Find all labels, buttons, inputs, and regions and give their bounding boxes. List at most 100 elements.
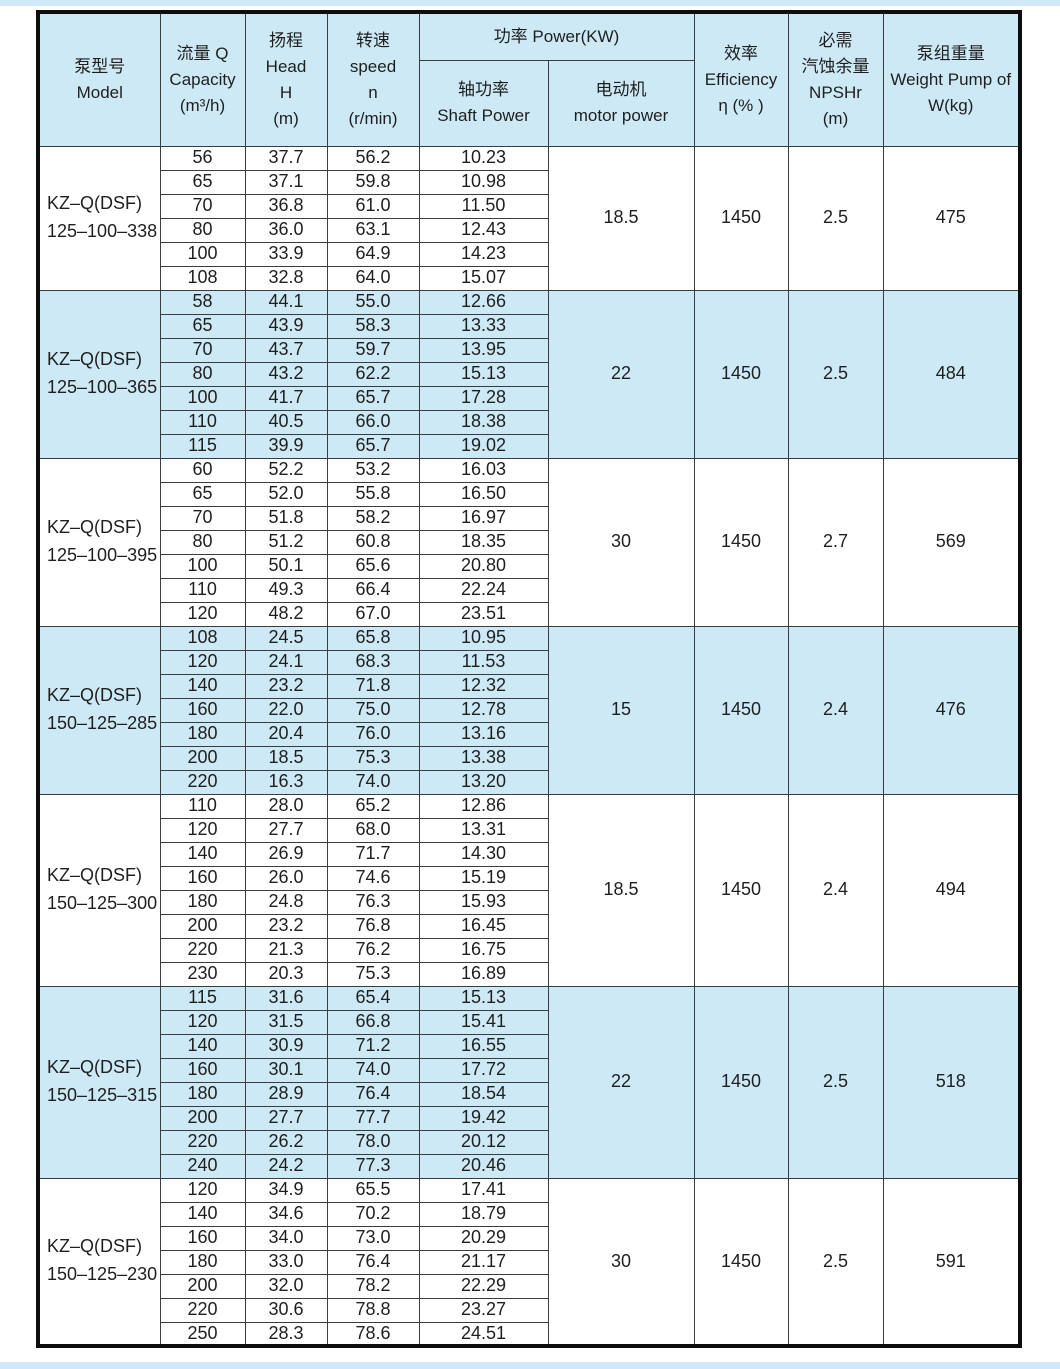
speed-cell: 76.2 xyxy=(326,937,420,963)
efficiency-cell: 1450 xyxy=(693,457,789,627)
model-cell: KZ–Q(DSF) 150–125–230 xyxy=(37,1177,161,1347)
table-row: 250 28.3 78.6 24.51 xyxy=(38,1321,1020,1347)
weight-cell: 484 xyxy=(882,289,1021,459)
head-cell: 23.2 xyxy=(244,913,328,939)
speed-cell: 74.0 xyxy=(326,769,420,795)
capacity-cell: 220 xyxy=(159,937,246,963)
head-cell: 41.7 xyxy=(244,385,328,411)
weight-cell: 494 xyxy=(882,793,1021,987)
capacity-cell: 80 xyxy=(159,529,246,555)
head-cell: 23.2 xyxy=(244,673,328,699)
shaft-power-cell: 22.24 xyxy=(418,577,549,603)
table-row: KZ–Q(DSF) 150–125–285 108 24.5 65.8 10.95 15 1… xyxy=(37,625,1021,795)
efficiency-cell: 1450 xyxy=(693,793,789,987)
shaft-power-cell: 21.17 xyxy=(418,1249,549,1275)
capacity-cell: 220 xyxy=(159,1129,246,1155)
motor-power-cell: 18.5 xyxy=(547,145,695,291)
speed-cell: 64.9 xyxy=(326,241,420,267)
npshr-cell: 2.5 xyxy=(787,289,884,459)
table-header: 泵型号 Model 流量 Q Capacity (m³/h) 扬程 Head H… xyxy=(37,11,1021,147)
capacity-cell: 115 xyxy=(159,985,246,1011)
shaft-power-cell: 19.02 xyxy=(418,433,549,459)
shaft-power-cell: 18.38 xyxy=(418,409,549,435)
col-header-efficiency: 效率 Efficiency η (% ) xyxy=(693,11,789,147)
capacity-cell: 80 xyxy=(159,217,246,243)
speed-cell: 77.7 xyxy=(326,1105,420,1131)
model-cell: KZ–Q(DSF) 150–125–315 xyxy=(37,985,161,1179)
shaft-power-cell: 13.38 xyxy=(418,745,549,771)
head-cell: 24.5 xyxy=(244,625,328,651)
head-cell: 26.2 xyxy=(244,1129,328,1155)
table-row: 160 22.0 75.0 12.78 xyxy=(38,697,1020,723)
page-top-edge-strip xyxy=(0,0,1060,6)
motor-power-cell: 30 xyxy=(547,457,695,627)
capacity-cell: 160 xyxy=(159,865,246,891)
table-row: 100 41.7 65.7 17.28 xyxy=(38,385,1020,411)
table-row: KZ–Q(DSF) 150–125–230 120 34.9 65.5 17.41 30 1… xyxy=(37,1177,1021,1347)
table-row: 180 33.0 76.4 21.17 xyxy=(38,1249,1020,1275)
efficiency-cell: 1450 xyxy=(693,625,789,795)
col-header-weight: 泵组重量 Weight Pump of W(kg) xyxy=(882,11,1021,147)
shaft-power-cell: 12.66 xyxy=(418,289,549,315)
speed-cell: 63.1 xyxy=(326,217,420,243)
shaft-power-cell: 16.75 xyxy=(418,937,549,963)
speed-cell: 66.4 xyxy=(326,577,420,603)
capacity-cell: 120 xyxy=(159,649,246,675)
shaft-power-cell: 14.23 xyxy=(418,241,549,267)
shaft-power-cell: 20.12 xyxy=(418,1129,549,1155)
col-header-shaft-power: 轴功率 Shaft Power xyxy=(418,59,549,147)
head-cell: 43.9 xyxy=(244,313,328,339)
shaft-power-cell: 12.78 xyxy=(418,697,549,723)
head-cell: 28.3 xyxy=(244,1321,328,1347)
head-cell: 33.0 xyxy=(244,1249,328,1275)
capacity-cell: 80 xyxy=(159,361,246,387)
speed-cell: 71.2 xyxy=(326,1033,420,1059)
capacity-cell: 160 xyxy=(159,1225,246,1251)
head-cell: 30.1 xyxy=(244,1057,328,1083)
speed-cell: 58.3 xyxy=(326,313,420,339)
head-cell: 26.0 xyxy=(244,865,328,891)
speed-cell: 73.0 xyxy=(326,1225,420,1251)
speed-cell: 78.8 xyxy=(326,1297,420,1323)
shaft-power-cell: 15.07 xyxy=(418,265,549,291)
col-header-speed: 转速 speed n (r/min) xyxy=(326,11,420,147)
head-cell: 37.7 xyxy=(244,145,328,171)
head-cell: 49.3 xyxy=(244,577,328,603)
efficiency-cell: 1450 xyxy=(693,985,789,1179)
speed-cell: 68.3 xyxy=(326,649,420,675)
table-row: 220 30.6 78.8 23.27 xyxy=(38,1297,1020,1323)
table-row: 70 43.7 59.7 13.95 xyxy=(38,337,1020,363)
head-cell: 30.9 xyxy=(244,1033,328,1059)
head-cell: 34.6 xyxy=(244,1201,328,1227)
capacity-cell: 115 xyxy=(159,433,246,459)
efficiency-cell: 1450 xyxy=(693,145,789,291)
weight-cell: 476 xyxy=(882,625,1021,795)
head-cell: 44.1 xyxy=(244,289,328,315)
capacity-cell: 140 xyxy=(159,673,246,699)
shaft-power-cell: 15.41 xyxy=(418,1009,549,1035)
shaft-power-cell: 20.29 xyxy=(418,1225,549,1251)
model-cell: KZ–Q(DSF) 125–100–365 xyxy=(37,289,161,459)
pump-spec-table: 泵型号 Model 流量 Q Capacity (m³/h) 扬程 Head H… xyxy=(36,10,1022,1349)
speed-cell: 64.0 xyxy=(326,265,420,291)
capacity-cell: 240 xyxy=(159,1153,246,1179)
capacity-cell: 110 xyxy=(159,793,246,819)
speed-cell: 76.0 xyxy=(326,721,420,747)
capacity-cell: 180 xyxy=(159,889,246,915)
capacity-cell: 120 xyxy=(159,817,246,843)
capacity-cell: 110 xyxy=(159,577,246,603)
npshr-cell: 2.4 xyxy=(787,793,884,987)
motor-power-cell: 15 xyxy=(547,625,695,795)
table-row: 70 36.8 61.0 11.50 xyxy=(38,193,1020,219)
capacity-cell: 200 xyxy=(159,1273,246,1299)
speed-cell: 76.4 xyxy=(326,1249,420,1275)
speed-cell: 78.2 xyxy=(326,1273,420,1299)
capacity-cell: 120 xyxy=(159,1009,246,1035)
capacity-cell: 160 xyxy=(159,1057,246,1083)
head-cell: 33.9 xyxy=(244,241,328,267)
model-cell: KZ–Q(DSF) 125–100–395 xyxy=(37,457,161,627)
motor-power-cell: 30 xyxy=(547,1177,695,1347)
motor-power-cell: 22 xyxy=(547,985,695,1179)
shaft-power-cell: 11.53 xyxy=(418,649,549,675)
table-row: KZ–Q(DSF) 125–100–395 60 52.2 53.2 16.03 30 14… xyxy=(37,457,1021,627)
